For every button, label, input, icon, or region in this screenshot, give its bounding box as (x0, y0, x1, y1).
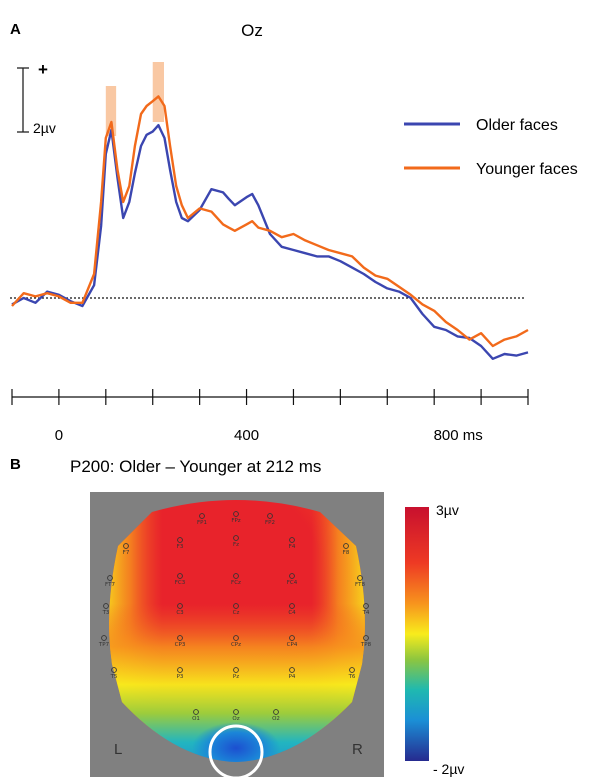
svg-text:F4: F4 (289, 544, 296, 550)
svg-text:FT8: FT8 (355, 582, 365, 588)
x-tick-label: 400 (234, 427, 259, 444)
panel-a-letter: A (10, 21, 21, 38)
svg-text:FC4: FC4 (287, 580, 298, 586)
scale-bar-label: 2µv (33, 120, 56, 136)
amplitude-scale-bar: + 2µv (17, 60, 56, 136)
electrode-ft8: FT8 (355, 575, 365, 588)
colorbar: 3µv - 2µv (405, 502, 464, 777)
svg-text:Cz: Cz (233, 610, 240, 616)
electrode-o2: O2 (272, 709, 280, 722)
svg-text:T4: T4 (362, 610, 370, 616)
electrode-t4: T4 (362, 603, 370, 616)
scale-bar-plus-sign: + (38, 60, 48, 79)
electrode-fcz: FCz (231, 573, 241, 586)
svg-text:C4: C4 (288, 610, 296, 616)
legend-label-older: Older faces (476, 117, 558, 134)
electrode-t6: T6 (348, 667, 356, 680)
electrode-c4: C4 (288, 603, 296, 616)
svg-text:C3: C3 (176, 610, 184, 616)
svg-text:TP8: TP8 (360, 642, 372, 648)
electrode-pz: Pz (233, 667, 239, 680)
svg-text:FC3: FC3 (175, 580, 186, 586)
electrode-cp4: CP4 (287, 635, 298, 648)
svg-text:Fz: Fz (233, 542, 239, 548)
electrode-cpz: CPz (231, 635, 241, 648)
svg-text:P4: P4 (289, 674, 296, 680)
electrode-tp7: TP7 (98, 635, 110, 648)
svg-text:F8: F8 (343, 550, 350, 556)
svg-text:FPz: FPz (231, 518, 240, 524)
svg-text:CP3: CP3 (175, 642, 186, 648)
svg-text:FT7: FT7 (105, 582, 115, 588)
legend: Older faces Younger faces (404, 117, 578, 178)
electrode-fp1: FP1 (197, 513, 207, 526)
electrode-oz: Oz (232, 709, 240, 722)
svg-text:F3: F3 (177, 544, 184, 550)
electrode-fz: Fz (233, 535, 239, 548)
electrode-f7: F7 (123, 543, 130, 556)
x-tick-label: 0 (55, 427, 63, 444)
electrode-f4: F4 (289, 537, 296, 550)
electrode-p4: P4 (289, 667, 296, 680)
electrode-ft7: FT7 (105, 575, 115, 588)
svg-text:T6: T6 (348, 674, 356, 680)
svg-text:O2: O2 (272, 716, 280, 722)
svg-text:T3: T3 (102, 610, 110, 616)
electrode-o1: O1 (192, 709, 200, 722)
topographic-map: FP1 FPz FP2 F7 F3 Fz F4 F8 FT7 FC3 FCz FC4 FT8 T3 C3 Cz… (90, 492, 384, 777)
electrode-fc4: FC4 (287, 573, 298, 586)
electrode-c3: C3 (176, 603, 184, 616)
oz-highlight-circle (208, 724, 264, 777)
series-line-younger-faces (11, 95, 529, 348)
topomap-title: P200: Older – Younger at 212 ms (70, 457, 321, 476)
electrode-p3: P3 (177, 667, 184, 680)
highlight-window-2 (152, 62, 164, 122)
colorbar-gradient (405, 507, 429, 761)
svg-text:O1: O1 (192, 716, 200, 722)
svg-text:FCz: FCz (231, 580, 241, 586)
electrode-cz: Cz (233, 603, 240, 616)
x-axis: 0 400 800 ms (11, 389, 529, 444)
panel-b-letter: B (10, 456, 21, 473)
topomap-field-posterior (109, 500, 365, 762)
legend-label-younger: Younger faces (476, 161, 578, 178)
electrode-cp3: CP3 (175, 635, 186, 648)
series-line-older-faces (11, 124, 529, 360)
electrode-tp8: TP8 (360, 635, 372, 648)
electrode-f8: F8 (343, 543, 350, 556)
electrode-t5: T5 (110, 667, 118, 680)
svg-text:FP1: FP1 (197, 520, 207, 526)
svg-text:P3: P3 (177, 674, 184, 680)
svg-text:F7: F7 (123, 550, 130, 556)
svg-text:T5: T5 (110, 674, 118, 680)
highlight-windows (105, 62, 164, 136)
electrode-t3: T3 (102, 603, 110, 616)
electrode-markers: FP1 FPz FP2 F7 F3 Fz F4 F8 FT7 FC3 FCz FC4 FT8 T3 C3 Cz… (98, 511, 372, 722)
right-hemisphere-label: R (352, 741, 363, 758)
x-tick-label: 800 ms (434, 427, 483, 444)
electrode-fpz: FPz (231, 511, 241, 524)
svg-text:CPz: CPz (231, 642, 241, 648)
svg-text:CP4: CP4 (287, 642, 298, 648)
electrode-fc3: FC3 (175, 573, 186, 586)
highlight-window-1 (105, 86, 117, 136)
svg-text:TP7: TP7 (98, 642, 110, 648)
electrode-fp2: FP2 (265, 513, 275, 526)
colorbar-max-label: 3µv (436, 502, 459, 518)
left-hemisphere-label: L (114, 741, 122, 758)
erp-traces (11, 95, 529, 360)
svg-text:Oz: Oz (232, 716, 239, 722)
chart-title: Oz (241, 21, 263, 40)
colorbar-min-label: - 2µv (433, 761, 464, 777)
svg-text:Pz: Pz (233, 674, 239, 680)
electrode-f3: F3 (177, 537, 184, 550)
svg-text:FP2: FP2 (265, 520, 275, 526)
